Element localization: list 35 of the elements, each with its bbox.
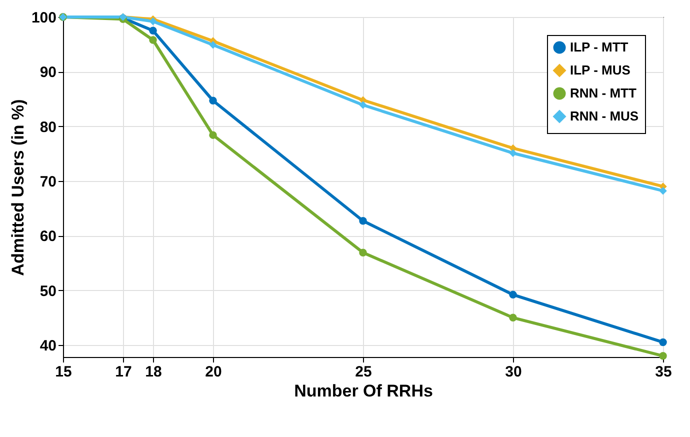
point <box>359 101 367 109</box>
x-tick-label: 18 <box>145 364 162 380</box>
y-axis-title: Admitted Users (in %) <box>8 99 28 276</box>
point <box>509 314 517 322</box>
legend-label: RNN - MTT <box>570 86 636 100</box>
x-tick-label: 30 <box>505 364 522 380</box>
y-tick-label: 60 <box>40 228 56 246</box>
x-tick-label: 17 <box>115 364 132 380</box>
point <box>359 217 367 225</box>
x-axis-title: Number Of RRHs <box>294 382 433 400</box>
y-tick-label: 100 <box>31 10 56 26</box>
point <box>149 26 157 35</box>
point <box>209 131 217 139</box>
legend-label: ILP - MUS <box>570 62 631 78</box>
legend-label: ILP - MTT <box>570 40 628 54</box>
x-tick-label: 25 <box>355 364 372 380</box>
x-tick-label: 35 <box>655 364 672 380</box>
point <box>359 248 367 256</box>
y-tick-label: 40 <box>40 337 56 354</box>
point <box>659 338 667 346</box>
y-tick-label: 80 <box>40 118 56 136</box>
point <box>659 186 667 195</box>
point <box>209 41 217 49</box>
legend-label: RNN - MUS <box>570 108 639 124</box>
point <box>209 96 217 104</box>
point <box>509 290 517 299</box>
x-tick-label: 15 <box>55 364 72 380</box>
y-tick-label: 70 <box>40 173 56 190</box>
x-tick-label: 20 <box>205 364 222 380</box>
point <box>149 36 157 44</box>
point <box>659 352 667 360</box>
y-tick-label: 50 <box>40 282 56 300</box>
point <box>149 18 157 26</box>
y-tick-label: 90 <box>40 64 56 82</box>
point <box>509 149 517 157</box>
